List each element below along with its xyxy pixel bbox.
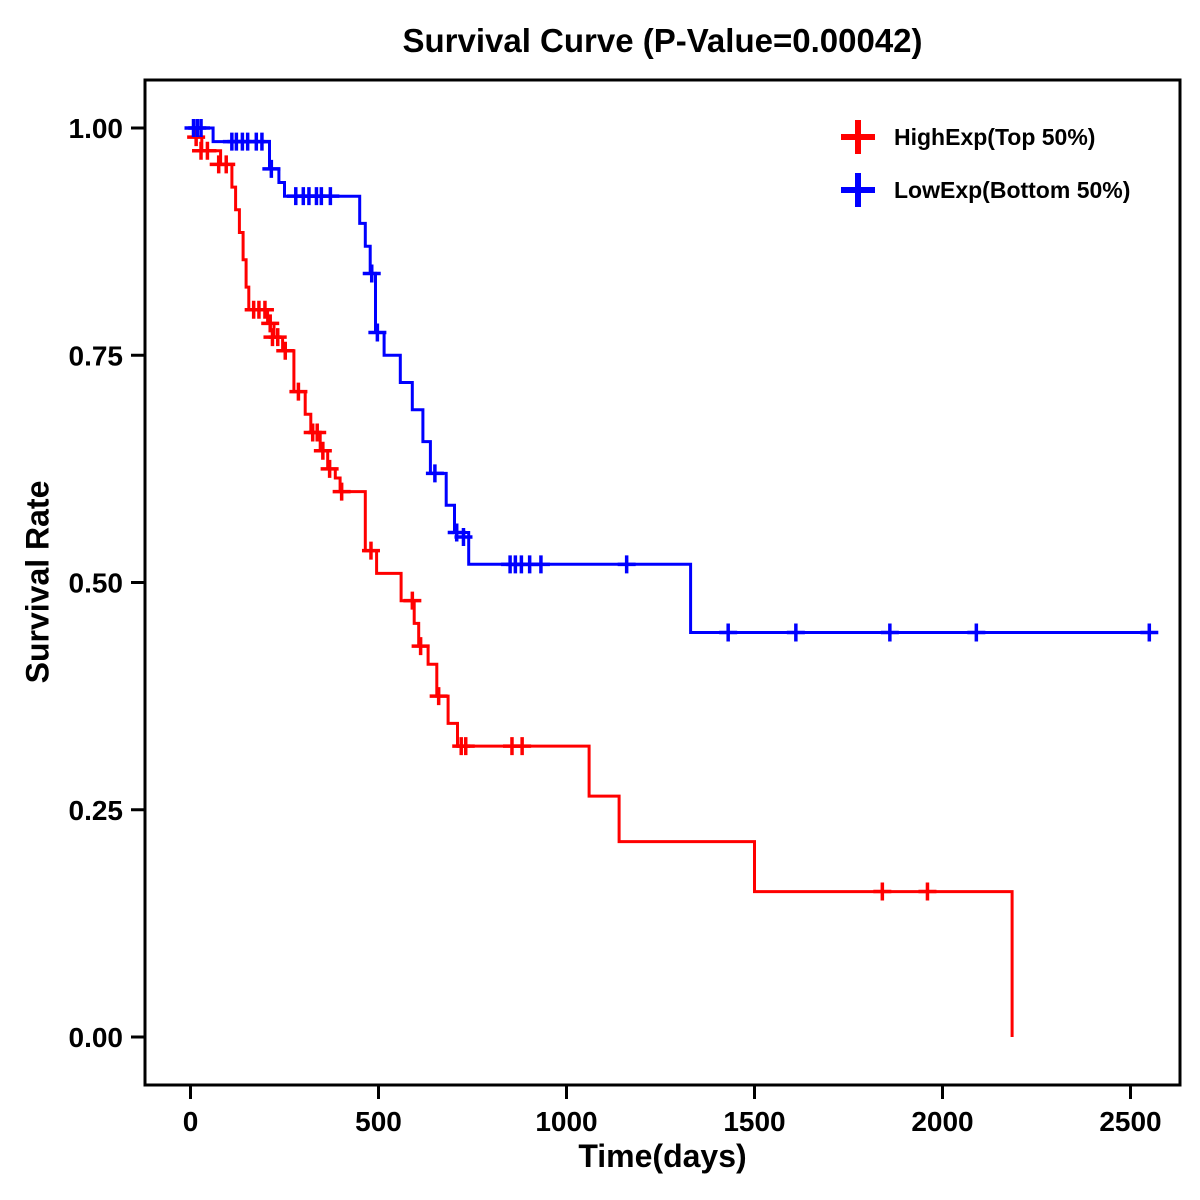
lowexp-censor-mark	[617, 555, 636, 574]
y-tick-label: 0.50	[69, 568, 124, 599]
lowexp-censor-mark	[967, 623, 986, 642]
lowexp-censor-mark	[454, 528, 473, 547]
y-tick-label: 0.75	[69, 340, 124, 371]
highexp-censor-mark	[411, 637, 430, 656]
chart-title: Survival Curve (P-Value=0.00042)	[402, 22, 923, 59]
highexp-censor-mark	[261, 314, 280, 333]
x-tick-label: 0	[183, 1106, 199, 1137]
legend-item-lowexp: LowExp(Bottom 50%)	[838, 170, 1130, 210]
y-tick-label: 1.00	[69, 113, 124, 144]
highexp-censor-mark	[268, 328, 287, 347]
lowexp-censor-mark	[252, 132, 271, 151]
highexp-censor-mark	[313, 441, 332, 460]
highexp-censor-mark	[403, 591, 422, 610]
lowexp-censor-mark	[786, 623, 805, 642]
lowexp-censor-mark	[192, 119, 211, 137]
legend: HighExp(Top 50%) LowExp(Bottom 50%)	[838, 117, 1130, 223]
highexp-survival-curve	[190, 126, 1014, 1037]
x-tick-label: 1000	[535, 1106, 597, 1137]
highexp-censor-mark	[873, 882, 892, 901]
highexp-censor-mark	[513, 737, 532, 756]
x-tick-label: 1500	[723, 1106, 785, 1137]
y-tick-label: 0.25	[69, 795, 124, 826]
highexp-censor-mark	[456, 737, 475, 756]
lowexp-censor-mark	[880, 623, 899, 642]
highexp-censor-mark	[320, 459, 339, 478]
legend-label-highexp: HighExp(Top 50%)	[894, 123, 1096, 150]
legend-label-lowexp: LowExp(Bottom 50%)	[894, 176, 1131, 203]
lowexp-censor-mark	[531, 555, 550, 574]
x-axis-label: Time(days)	[578, 1138, 747, 1174]
lowexp-censor-mark	[362, 264, 381, 283]
legend-item-highexp: HighExp(Top 50%)	[838, 117, 1130, 157]
lowexp-censor-mark	[321, 187, 340, 206]
highexp-censor-mark	[308, 423, 327, 442]
lowexp-censor-mark	[719, 623, 738, 642]
y-tick-label: 0.00	[69, 1022, 124, 1053]
lowexp-censor-mark	[368, 323, 387, 342]
highexp-censor-mark	[198, 141, 217, 160]
plus-marker-icon	[841, 173, 875, 207]
highexp-censor-mark	[289, 382, 308, 401]
highexp-censor-mark	[217, 155, 236, 174]
highexp-censor-mark	[361, 541, 380, 560]
highexp-censor-mark	[332, 482, 351, 501]
highexp-censor-mark	[918, 882, 937, 901]
lowexp-censor-mark	[425, 464, 444, 483]
x-tick-label: 2500	[1099, 1106, 1161, 1137]
plus-marker-icon	[841, 120, 875, 154]
lowexp-censor-mark	[1140, 623, 1159, 642]
y-axis-label: Survival Rate	[19, 480, 56, 684]
lowexp-censor-mark	[262, 159, 281, 178]
highexp-censor-mark	[276, 341, 295, 360]
plot-frame	[143, 78, 1182, 1087]
highexp-censor-mark	[255, 300, 274, 319]
lowexp-survival-curve	[190, 126, 1157, 634]
x-tick-label: 500	[355, 1106, 402, 1137]
highexp-censor-mark	[429, 687, 448, 706]
x-tick-label: 2000	[911, 1106, 973, 1137]
